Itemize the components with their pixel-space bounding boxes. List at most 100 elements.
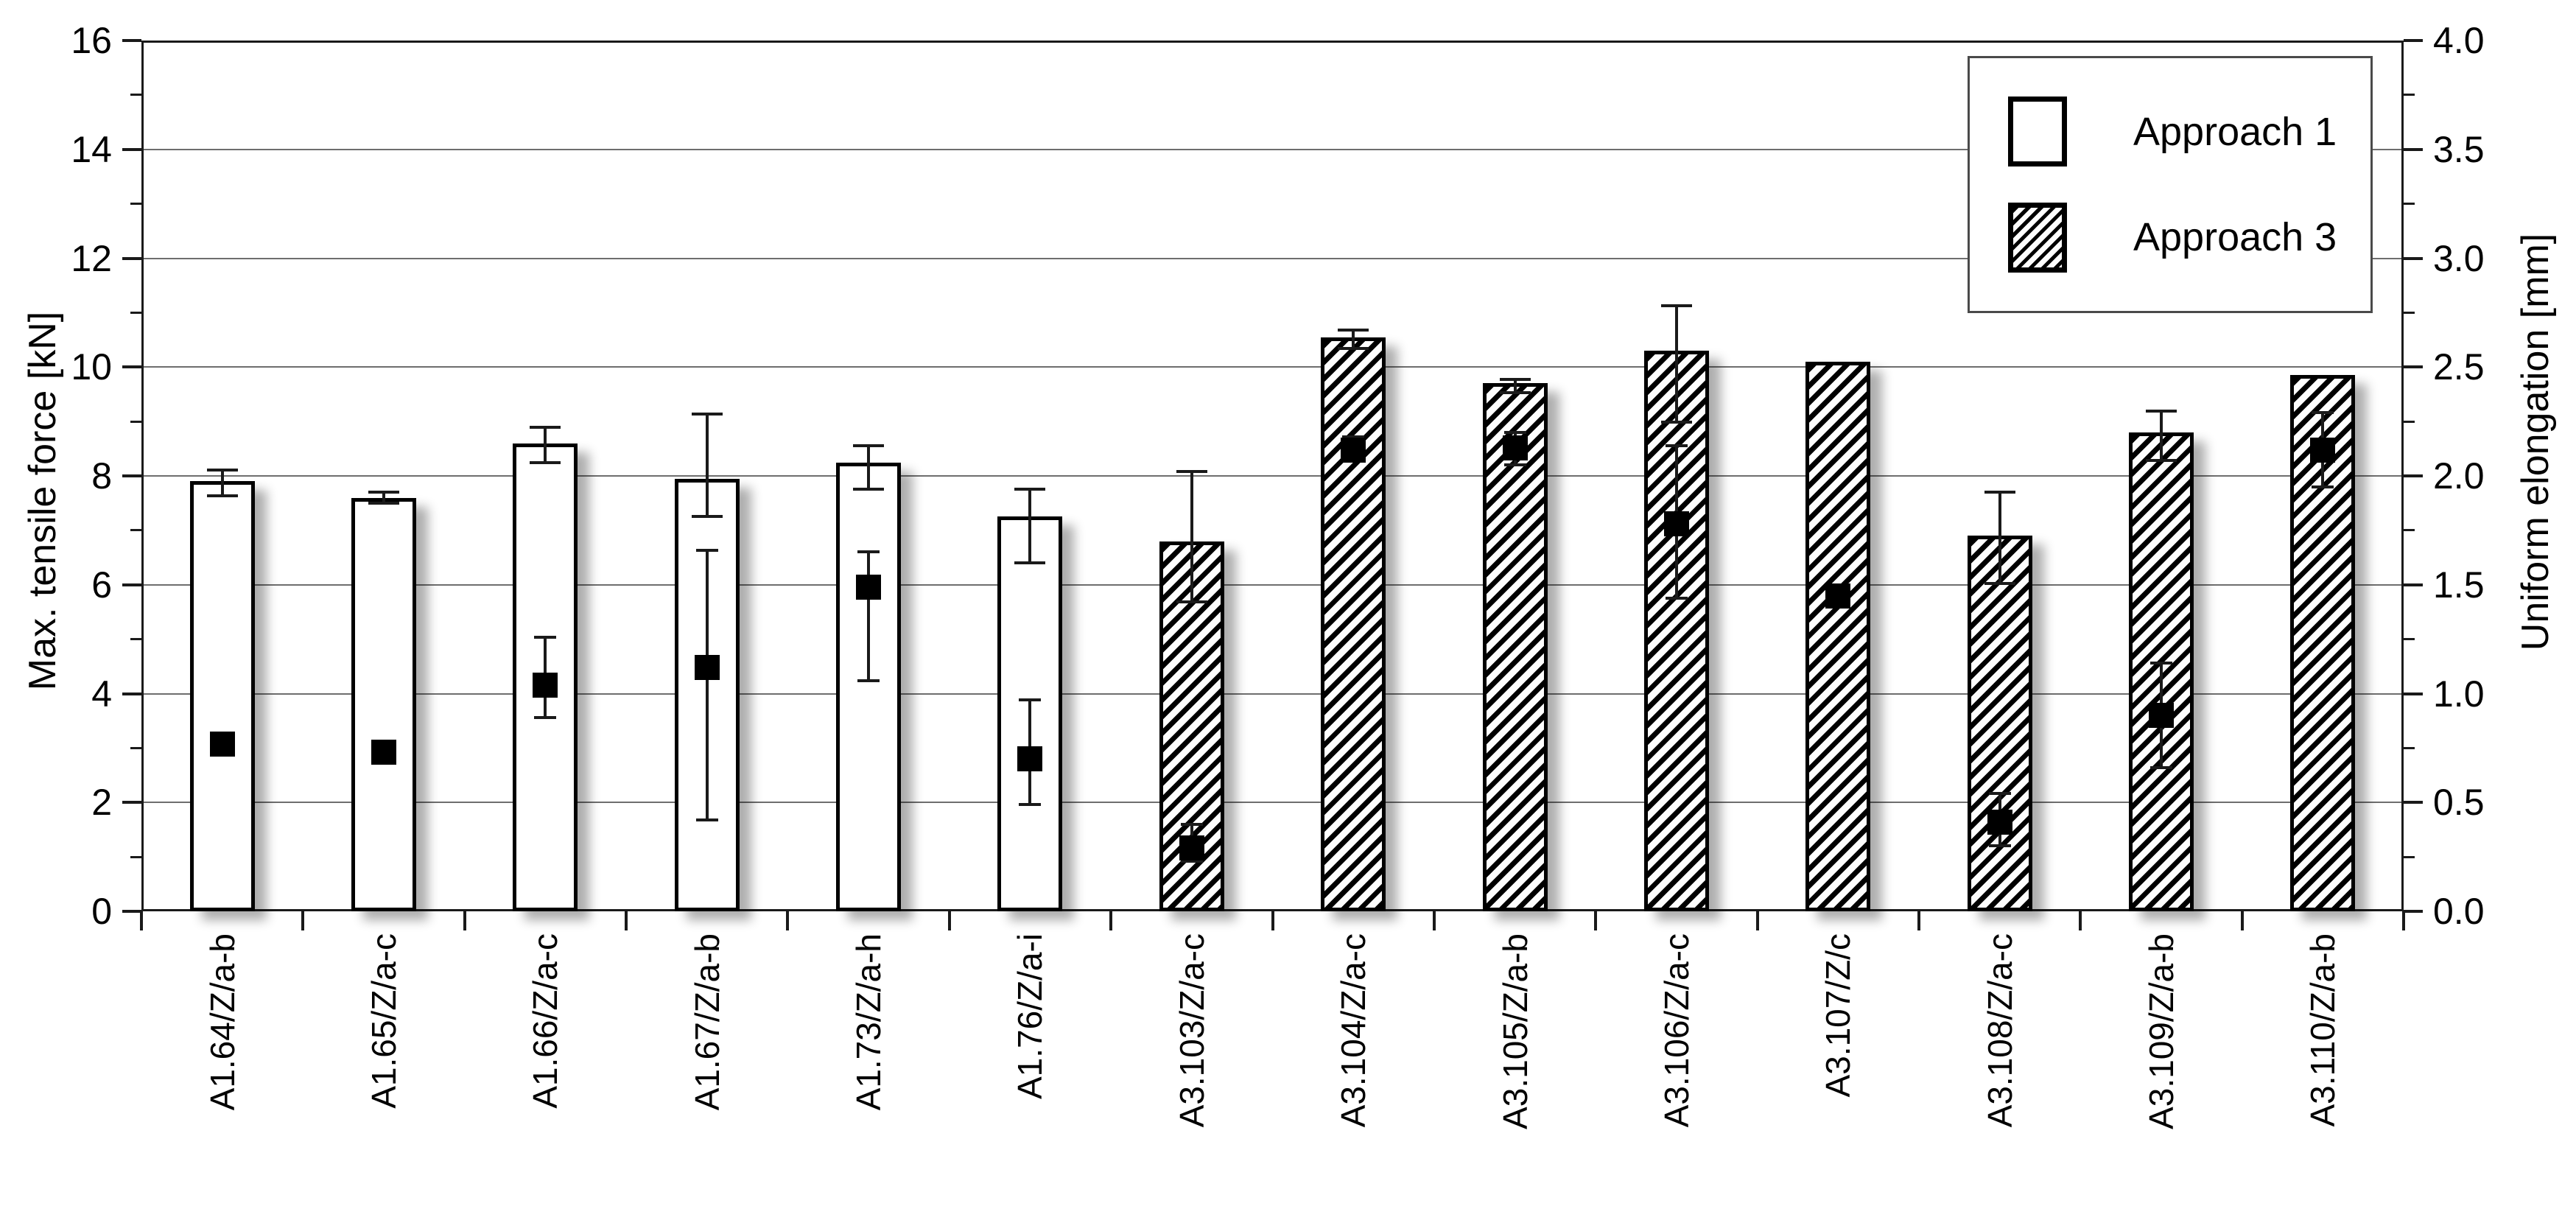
error-bar-cap (1503, 430, 1526, 434)
legend-swatch-plain-icon (2008, 97, 2067, 167)
error-bar-cap (1660, 304, 1692, 307)
error-bar-cap (1660, 420, 1692, 424)
left-minor-tick (130, 855, 141, 858)
error-bar-cap (1984, 491, 2015, 494)
error-bar-line (867, 445, 871, 489)
left-tick-label: 12 (71, 237, 112, 279)
error-bar-cap (1019, 803, 1042, 807)
error-bar-cap (1665, 444, 1688, 447)
error-bar-cap (853, 444, 885, 447)
error-bar-cap (1499, 391, 1531, 395)
error-bar-cap (857, 679, 880, 682)
elongation-marker-A1.73/Z/a-h (856, 574, 882, 600)
right-axis-title: Uniform elongation [mm] (2514, 233, 2557, 651)
error-bar-cap (1988, 792, 2011, 796)
error-bar-line (1352, 330, 1355, 349)
gridline (144, 148, 2401, 150)
x-axis-tick (1755, 911, 1759, 930)
bar-A3.107/Z/c (1805, 361, 1871, 911)
gridline (144, 475, 2401, 477)
x-axis-tick (1917, 911, 1920, 930)
error-bar-cap (1988, 844, 2011, 848)
right-minor-tick (2404, 203, 2415, 206)
error-bar-cap (1984, 582, 2015, 586)
right-tick-label: 0.5 (2433, 782, 2485, 824)
error-bar-cap (1019, 698, 1042, 702)
x-axis-tick (301, 911, 305, 930)
right-minor-tick (2404, 638, 2415, 641)
error-bar-cap (2312, 411, 2334, 415)
x-category-label: A1.67/Z/a-b (687, 933, 726, 1111)
bar-A3.104/Z/a-c (1321, 337, 1386, 911)
right-tick-label: 1.5 (2433, 564, 2485, 606)
x-axis-tick (2402, 911, 2405, 930)
elongation-marker-A1.67/Z/a-b (694, 655, 720, 681)
right-tick-label: 1.0 (2433, 673, 2485, 715)
left-tick-label: 14 (71, 128, 112, 170)
legend-label-approach-3: Approach 3 (2133, 215, 2337, 260)
error-bar-cap (206, 468, 238, 471)
error-bar-cap (1180, 860, 1203, 863)
elongation-marker-A3.108/Z/a-c (1987, 809, 2012, 835)
legend-item-approach-3: Approach 3 (2008, 202, 2370, 273)
error-bar-line (1190, 471, 1193, 602)
right-major-tick (2404, 39, 2423, 42)
left-major-tick (122, 256, 141, 260)
left-tick-label: 0 (91, 891, 112, 932)
error-bar-cap (530, 461, 561, 465)
left-minor-tick (130, 203, 141, 206)
right-tick-label: 4.0 (2433, 20, 2485, 61)
left-minor-tick (130, 746, 141, 749)
gridline (144, 802, 2401, 804)
right-minor-tick (2404, 746, 2415, 749)
left-major-tick (122, 147, 141, 151)
elongation-marker-A1.64/Z/a-b (209, 731, 235, 757)
bar-A1.64/Z/a-b (189, 481, 255, 911)
error-bar-line (382, 492, 386, 503)
error-bar-cap (2312, 485, 2334, 488)
error-bar-cap (691, 412, 723, 416)
error-bar-line (220, 469, 224, 496)
error-bar-cap (2149, 662, 2172, 665)
right-tick-label: 2.5 (2433, 346, 2485, 388)
error-bar-line (1674, 305, 1678, 422)
x-category-label: A1.73/Z/a-h (849, 933, 888, 1111)
left-tick-label: 4 (91, 673, 112, 715)
elongation-marker-A3.104/Z/a-c (1341, 437, 1366, 463)
error-bar-cap (530, 426, 561, 430)
error-bar-line (1513, 379, 1517, 393)
error-bar-cap (1014, 487, 1046, 491)
x-category-label: A3.103/Z/a-c (1172, 933, 1211, 1128)
bar-A1.73/Z/a-h (836, 462, 902, 911)
error-bar-cap (2145, 458, 2177, 462)
right-minor-tick (2404, 420, 2415, 423)
elongation-marker-A3.105/Z/a-b (1502, 435, 1528, 460)
error-bar-cap (2145, 410, 2177, 413)
error-bar-cap (1665, 596, 1688, 600)
left-minor-tick (130, 420, 141, 423)
gridline (144, 583, 2401, 586)
x-axis-tick (625, 911, 628, 930)
x-category-label: A3.107/Z/c (1819, 933, 1858, 1098)
elongation-marker-A3.106/Z/a-c (1663, 511, 1689, 537)
x-axis-tick (947, 911, 951, 930)
left-minor-tick (130, 311, 141, 314)
error-bar-cap (368, 491, 400, 494)
right-tick-label: 3.5 (2433, 128, 2485, 170)
x-axis-tick (463, 911, 466, 930)
x-category-label: A1.66/Z/a-c (526, 933, 565, 1109)
error-bar-cap (857, 550, 880, 554)
error-bar-cap (853, 487, 885, 491)
x-category-label: A1.64/Z/a-b (203, 933, 242, 1111)
x-axis-tick (2240, 911, 2244, 930)
error-bar-cap (1499, 377, 1531, 381)
x-axis-tick (786, 911, 790, 930)
bar-A3.106/Z/a-c (1643, 351, 1709, 911)
error-bar-cap (1338, 329, 1369, 332)
legend-label-approach-1: Approach 1 (2133, 109, 2337, 154)
right-major-tick (2404, 583, 2423, 586)
error-bar-cap (534, 716, 557, 720)
right-major-tick (2404, 147, 2423, 151)
error-bar-cap (1176, 470, 1207, 474)
